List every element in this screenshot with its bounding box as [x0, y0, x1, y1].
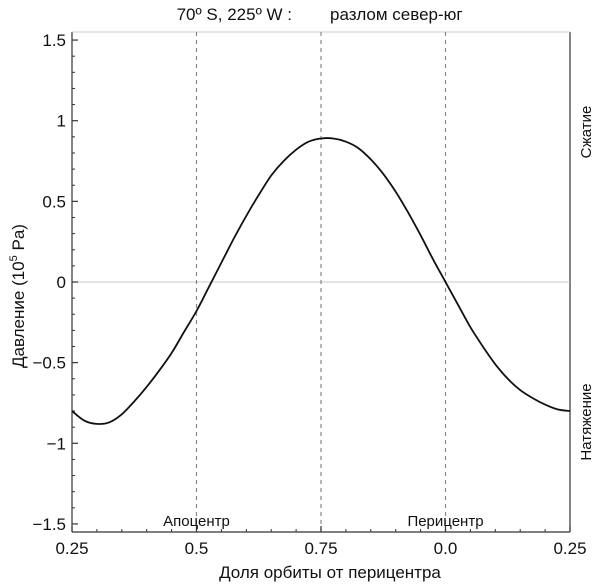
y-tick-label-1: 1: [57, 112, 66, 131]
y-tick-label-3: 0: [57, 273, 66, 292]
y-axis-title-exponent: 5: [8, 255, 20, 261]
y-tick-label-6: −1.5: [32, 515, 66, 534]
x-tick-label-1: 0.5: [185, 539, 209, 558]
series-line-stress: [71, 137, 571, 425]
y-tick-label-4: −0.5: [32, 354, 66, 373]
annotations: Апоцентр Перицентр: [163, 513, 483, 530]
annotation-1: Перицентр: [407, 513, 483, 530]
series-group: [71, 137, 571, 425]
x-axis-title: Доля орбиты от перицентра: [219, 563, 441, 582]
x-tick-label-3: 0.0: [434, 539, 458, 558]
y-axis-ticks: 1.5 1 0.5 0 −0.5 −1 −1.5: [32, 31, 78, 534]
y-tick-label-5: −1: [47, 434, 66, 453]
x-tick-label-0: 0.25: [55, 539, 88, 558]
x-tick-label-2: 0.75: [304, 539, 337, 558]
y-axis-title: Давление (105 Pa): [8, 224, 28, 368]
tension-label: Натяжение: [578, 383, 595, 460]
x-tick-label-4: 0.25: [553, 539, 586, 558]
minor-ticks: [72, 55, 546, 532]
chart-title-feature: разлом север-юг: [330, 5, 463, 24]
chart-title-coords: 70º S, 225º W :: [177, 5, 292, 24]
y-axis-title-prefix: Давление (10: [9, 261, 28, 368]
gridlines: [72, 32, 570, 532]
y-axis-title-suffix: Pa): [9, 224, 28, 255]
compression-label: Сжатие: [578, 106, 595, 159]
annotation-0: Апоцентр: [163, 513, 230, 530]
y-tick-label-0: 1.5: [42, 31, 66, 50]
x-axis-ticks: 0.25 0.5 0.75 0.0 0.25: [55, 526, 587, 558]
y-tick-label-2: 0.5: [42, 192, 66, 211]
